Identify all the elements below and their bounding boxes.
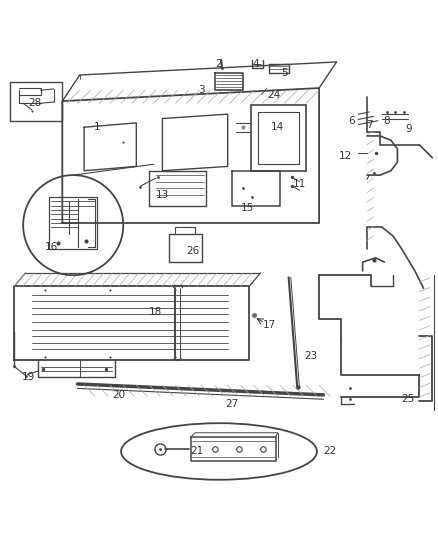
Text: 9: 9: [405, 124, 412, 134]
Text: 1: 1: [94, 122, 100, 132]
Text: 25: 25: [402, 394, 415, 404]
Text: 7: 7: [366, 120, 372, 130]
Text: 28: 28: [28, 98, 42, 108]
Text: 4: 4: [253, 59, 259, 69]
Text: 22: 22: [323, 447, 337, 456]
Text: 18: 18: [149, 307, 162, 317]
Text: 15: 15: [240, 203, 254, 213]
Text: 16: 16: [45, 242, 58, 252]
Text: 19: 19: [22, 373, 35, 383]
Text: 20: 20: [112, 390, 125, 400]
Text: 24: 24: [267, 90, 280, 100]
Text: 13: 13: [156, 190, 169, 200]
Text: 14: 14: [271, 122, 284, 132]
Text: 8: 8: [383, 116, 390, 126]
Text: 17: 17: [262, 320, 276, 330]
Text: 3: 3: [198, 85, 205, 95]
Text: 12: 12: [339, 150, 352, 160]
Text: 26: 26: [186, 246, 200, 256]
Text: 27: 27: [226, 399, 239, 409]
Text: 2: 2: [215, 59, 223, 69]
Text: 11: 11: [293, 179, 306, 189]
Text: 21: 21: [191, 447, 204, 456]
Text: 5: 5: [281, 68, 288, 78]
Text: 6: 6: [349, 116, 355, 126]
Text: 23: 23: [304, 351, 317, 361]
